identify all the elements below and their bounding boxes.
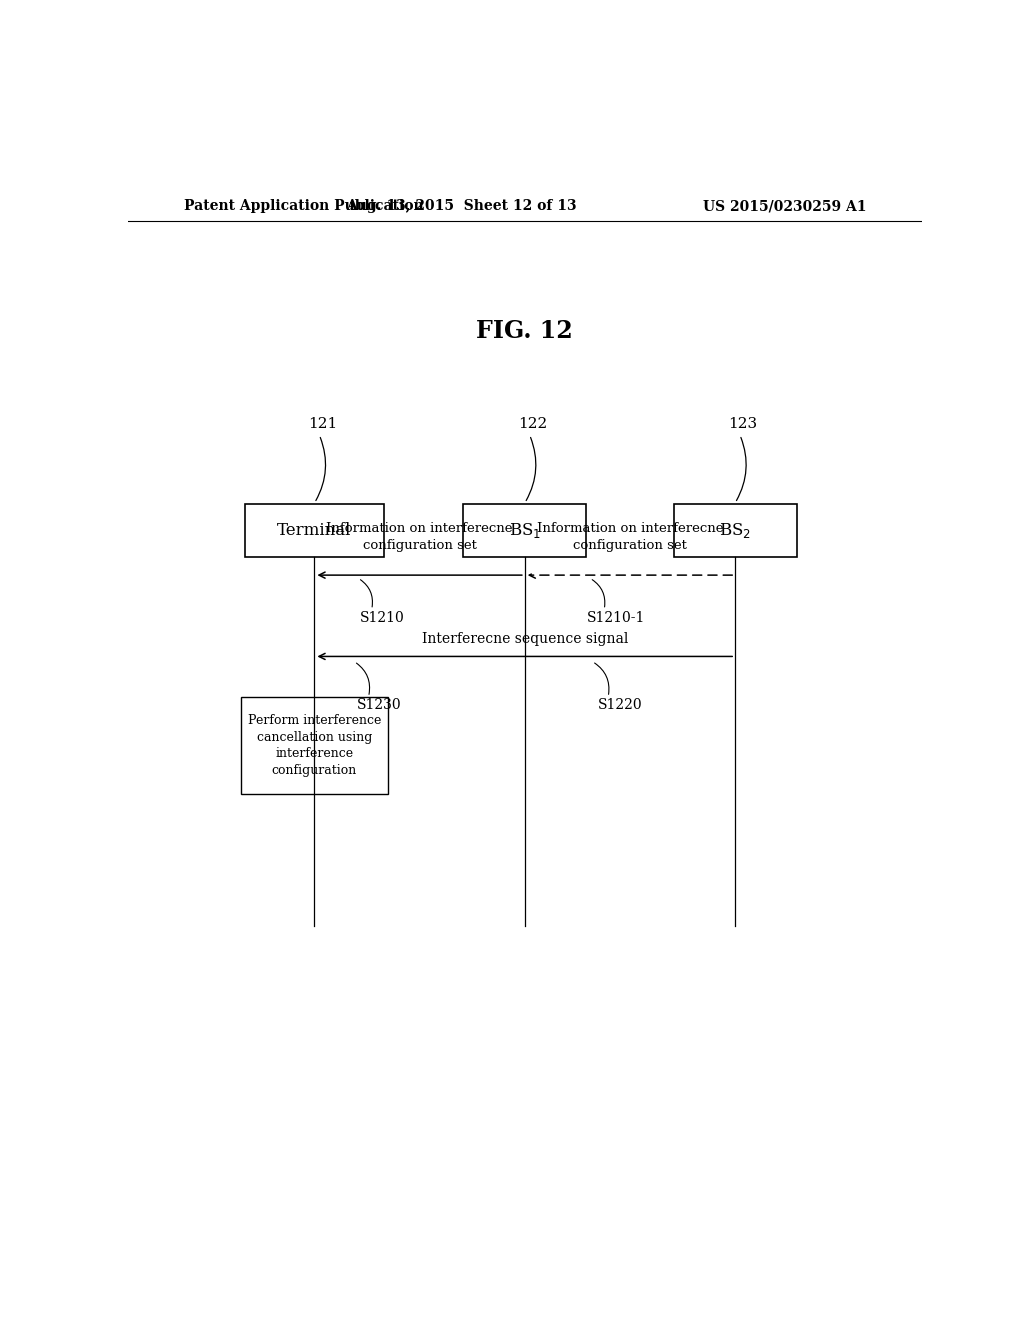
Text: 122: 122 — [518, 417, 548, 430]
Text: S1210: S1210 — [359, 611, 404, 624]
Text: Information on interferecne
configuration set: Information on interferecne configuratio… — [327, 521, 513, 552]
Text: S1220: S1220 — [598, 698, 642, 713]
Text: Terminal: Terminal — [278, 521, 351, 539]
Text: US 2015/0230259 A1: US 2015/0230259 A1 — [702, 199, 866, 213]
Bar — [463, 504, 587, 557]
Text: 121: 121 — [308, 417, 337, 430]
Text: 123: 123 — [728, 417, 758, 430]
Text: Perform interference
cancellation using
interference
configuration: Perform interference cancellation using … — [248, 714, 381, 776]
Text: BS$_2$: BS$_2$ — [719, 521, 752, 540]
Bar — [674, 504, 797, 557]
Text: S1230: S1230 — [357, 698, 401, 713]
Text: Interferecne sequence signal: Interferecne sequence signal — [422, 632, 628, 647]
Text: FIG. 12: FIG. 12 — [476, 319, 573, 343]
Text: BS$_1$: BS$_1$ — [509, 521, 541, 540]
Bar — [241, 697, 388, 793]
Text: Patent Application Publication: Patent Application Publication — [183, 199, 423, 213]
Text: Aug. 13, 2015  Sheet 12 of 13: Aug. 13, 2015 Sheet 12 of 13 — [346, 199, 577, 213]
Bar — [245, 504, 384, 557]
Text: Information on interferecne
configuration set: Information on interferecne configuratio… — [537, 521, 723, 552]
Text: S1210-1: S1210-1 — [587, 611, 645, 624]
